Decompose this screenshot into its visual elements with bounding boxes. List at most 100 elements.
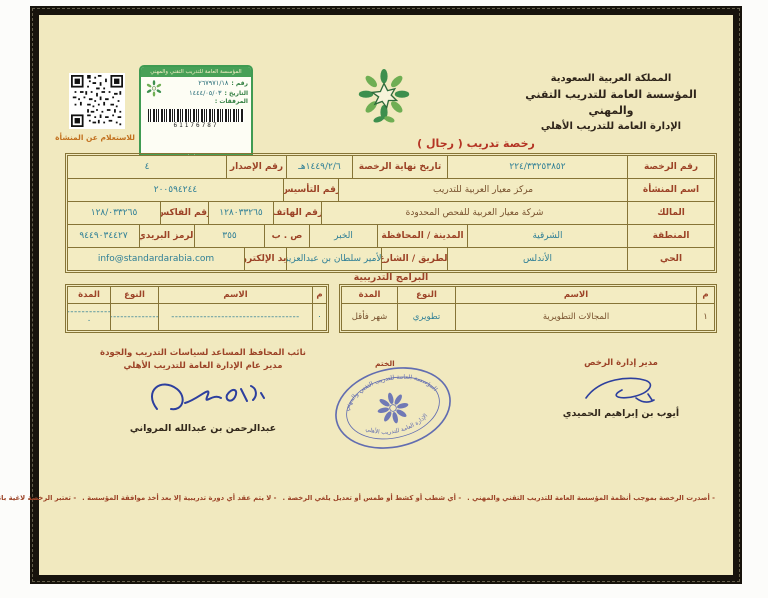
fax-label: رقم الفاكس [160, 202, 208, 224]
program-name: المجالات التطويرية [455, 304, 696, 330]
footer-note: تعتبر الرخصة لاغية بانتهائها . [0, 494, 76, 502]
license-no-value: ٢٢٤/٣٣٢٥٣٨٥٢ [447, 156, 627, 178]
postal-value: ٩٤٤٩٠٣٤٤٢٧ [79, 231, 128, 241]
program-duration-dashes: ------------ [68, 307, 110, 317]
sticker-date-label: التاريخ : [224, 89, 248, 97]
programs-header-row: م الاسم النوع المدة [342, 287, 714, 304]
sticker-attachments-row: المرفقات : [166, 98, 248, 107]
official-stamp: المؤسسة العامة للتدريب التقني والمهني ال… [335, 365, 451, 449]
sticker-number-value: ٢٦٧٩٧١/١٨ [198, 79, 229, 87]
program-type: تطويري [397, 304, 455, 330]
logo-petals [358, 69, 410, 120]
end-date-value: ١٤٤٩/٢/٦هـ [286, 156, 352, 178]
programs-table-left: م الاسم النوع المدة ٠ ------------------… [64, 283, 330, 334]
licenses-director-name: أيوب بن إبراهيم الحميدي [562, 408, 680, 419]
district-value: الأندلس [447, 248, 627, 270]
city-value: الخبر [309, 225, 377, 247]
email-label: البريد الإلكتروني [244, 248, 286, 270]
certificate-frame: المملكة العربية السعودية المؤسسة العامة … [0, 6, 742, 584]
footer-notes: أصدرت الرخصة بموجب أنظمة المؤسسة العامة … [0, 494, 715, 502]
certificate-paper: المملكة العربية السعودية المؤسسة العامة … [0, 15, 733, 575]
program-type: -------------- [110, 304, 158, 330]
logo-leaf [373, 116, 384, 123]
col-no: م [696, 287, 714, 303]
registration-sticker: المؤسسة العامة للتدريب التقني والمهني رق… [139, 65, 253, 165]
administration-title: الإدارة العامة للتدريب الأهلي [540, 121, 682, 132]
sticker-flower-icon [146, 80, 162, 97]
footer-note: لا يتم عقد أي دورة تدريبية إلا بعد أخذ م… [82, 494, 276, 502]
organization-title: المؤسسة العامة للتدريب التقني والمهني [525, 88, 697, 117]
phone-label: رقم الهاتف [273, 202, 321, 224]
barcode [148, 108, 244, 122]
licenses-director-title: مدير إدارة الرخص [584, 358, 658, 368]
owner-label: المالك [627, 202, 714, 224]
general-director-name: عبدالرحمن بن عبدالله المرواني [129, 423, 277, 434]
region-label: المنطقة [627, 225, 714, 247]
qr-code [69, 73, 125, 129]
sticker-lines: رقم : ٢٦٧٩٧١/١٨ التاريخ : ١٤٤٤/٠٥/٠٣ الم… [166, 79, 248, 107]
region-value: الشرقية [467, 225, 627, 247]
barcode-number: 61176787 [173, 121, 219, 129]
program-no: ١ [696, 304, 714, 330]
kingdom-title: المملكة العربية السعودية [550, 73, 672, 84]
issue-no-label: رقم الإصدار [226, 156, 286, 178]
owner-value: شركة معيار العربية للفحص المحدودة [321, 202, 627, 224]
footer-note: أصدرت الرخصة بموجب أنظمة المؤسسة العامة … [467, 494, 715, 502]
city-label: المدينة / المحافظة [377, 225, 467, 247]
general-director-signature-block: نائب المحافظ المساعد لسياسات التدريب وال… [77, 347, 329, 434]
pobox-value: ٣٥٥ [194, 225, 264, 247]
stamp-flower-icon [377, 392, 409, 424]
sticker-date-value: ١٤٤٤/٠٥/٠٣ [189, 88, 222, 97]
general-director-title: مدير عام الإدارة العامة للتدريب الأهلي [123, 361, 283, 371]
table-row: المنطقة الشرقية المدينة / المحافظة الخبر… [68, 224, 714, 247]
col-type: النوع [110, 287, 158, 303]
logo-star [370, 81, 399, 110]
sticker-number-row: رقم : ٢٦٧٩٧١/١٨ [166, 79, 248, 89]
founding-value: ٢٠٠٥٩٤٢٤٤ [153, 185, 198, 195]
program-row-empty: ٠ ------------------------------------ -… [68, 304, 326, 330]
sticker-number-label: رقم : [231, 80, 248, 87]
signature-icon [585, 377, 655, 403]
program-duration-zero: ٠ [86, 316, 92, 326]
col-type: النوع [397, 287, 455, 303]
tvtc-logo-icon [358, 69, 410, 123]
programs-table-right: م الاسم النوع المدة ١ المجالات التطويرية… [338, 283, 718, 334]
fax-value: ١٢٨/٠٣٣٢٦٥ [90, 208, 138, 218]
signature-icon [151, 383, 265, 411]
license-details-table: رقم الرخصة ٢٢٤/٣٣٢٥٣٨٥٢ تاريخ نهاية الرخ… [64, 152, 718, 274]
programs-header-row: م الاسم النوع المدة [68, 287, 326, 304]
postal-label: الرمز البريدي [139, 225, 194, 247]
program-name: ------------------------------------ [158, 304, 312, 330]
col-name: الاسم [455, 287, 696, 303]
pobox-label: ص . ب [264, 225, 309, 247]
qr-caption: للاستعلام عن المنشأة [55, 133, 135, 142]
facility-label: اسم المنشأة [627, 179, 714, 201]
sticker-attachments-label: المرفقات : [214, 98, 248, 105]
email-value: info@standardarabia.com [97, 254, 215, 264]
col-duration: المدة [358, 290, 381, 300]
logo-leaf [384, 116, 395, 123]
deputy-title: نائب المحافظ المساعد لسياسات التدريب وال… [100, 348, 306, 358]
programs-section-title: البرامج التدريبية [353, 272, 429, 283]
col-name: الاسم [158, 287, 312, 303]
phone-value: ١٢٨٠٣٣٢٦٥ [208, 202, 273, 224]
program-row: ١ المجالات التطويرية تطويري شهر فأقل [342, 304, 714, 330]
street-value: الأمير سلطان بن عبدالعزيز [286, 248, 381, 270]
license-type-title: رخصة تدريب ( رجال ) [417, 137, 535, 150]
license-no-label: رقم الرخصة [627, 156, 714, 178]
col-duration: المدة [78, 290, 100, 300]
sticker-org-bar: المؤسسة العامة للتدريب التقني والمهني [141, 67, 251, 77]
footer-note: أي شطب أو كشط أو طمس أو تعديل يلغي الرخص… [283, 494, 462, 502]
sticker-body: رقم : ٢٦٧٩٧١/١٨ التاريخ : ١٤٤٤/٠٥/٠٣ الم… [141, 77, 251, 107]
stamp-label: الختم [375, 359, 395, 368]
table-row: رقم الرخصة ٢٢٤/٣٣٢٥٣٨٥٢ تاريخ نهاية الرخ… [68, 156, 714, 178]
col-no: م [312, 287, 326, 303]
issue-no-value: ٤ [144, 162, 150, 172]
header-block: المملكة العربية السعودية المؤسسة العامة … [503, 71, 719, 135]
end-date-label: تاريخ نهاية الرخصة [352, 156, 447, 178]
qr-code-icon [71, 75, 123, 127]
program-no: ٠ [312, 304, 326, 330]
district-label: الحي [627, 248, 714, 270]
street-label: الطريق / الشارع [381, 248, 447, 270]
table-row: اسم المنشأة مركز معيار العربية للتدريب ر… [68, 178, 714, 201]
